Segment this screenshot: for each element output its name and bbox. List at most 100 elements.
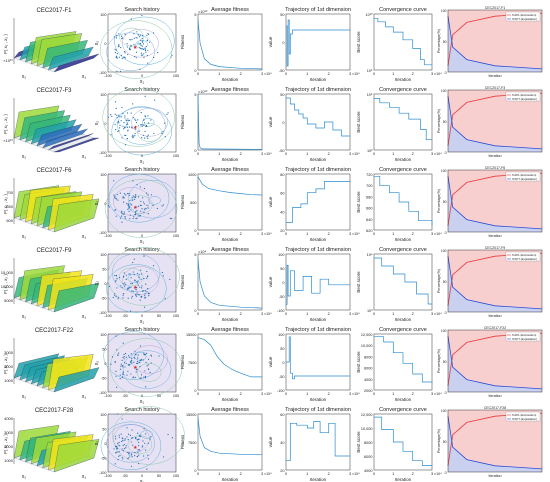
history-y-tick: 50 [102,268,106,272]
search-point [130,453,133,455]
traj-y-label: value [268,356,273,367]
history-y-label: x₂ [94,201,100,206]
traj-y-tick: -100 [277,389,285,393]
conv-x-tick: 3 [431,72,433,76]
search-point [123,51,126,53]
search-point [115,445,118,448]
conv-line [374,257,432,305]
search-point [115,107,117,110]
exploration-plot: CEC2017-F6 %XPL (Exploration)%XPT (Exploi… [437,166,543,238]
search-point [128,364,130,366]
traj-axes [285,93,351,151]
exploration-y-tick: 0 [445,471,447,475]
surface-strip [53,53,100,73]
search-point [146,204,148,206]
contour-line [148,196,161,205]
search-point [146,54,148,56]
exploration-title: CEC2017-F6 [485,166,505,170]
history-x-tick: -100 [104,74,112,78]
traj-title: Trajectory of 1st dimension [285,167,351,173]
search-point [124,127,126,129]
history-y-tick: 100 [100,13,106,17]
search-point [137,215,139,217]
best-position-marker: ★ [133,205,138,211]
search-point [140,44,142,46]
history-x-tick: -50 [122,474,128,478]
search-point [111,356,114,358]
history-x-tick: 0 [141,394,143,398]
z-axis-label: F( x₁ , x₂ ) [3,274,8,294]
surface-plot: CEC2017-F28 1000 2000 3000 4000 F( x₁ , x₂ ) x… [3,408,100,480]
search-point [136,292,138,294]
search-point [152,32,155,34]
search-point [145,283,147,285]
legend-label-exploitation: %XPT (Exploitation) [512,97,537,101]
search-point [144,377,147,379]
search-point [126,122,128,124]
search-point [122,125,124,127]
search-point [145,386,147,388]
search-point [130,209,132,211]
search-point [138,448,140,451]
exploration-fill [448,333,542,392]
search-point [124,52,126,54]
search-point [116,70,118,73]
search-point [136,217,138,219]
search-point [124,439,126,441]
history-y-tick: 0 [104,362,106,366]
history-x-label: x₁ [140,479,145,482]
traj-y-tick: 60 [280,413,284,417]
search-point [124,216,126,218]
conv-x-tick: 2 [412,72,414,76]
search-point [113,194,115,196]
search-point [122,112,124,115]
search-point [128,452,130,454]
history-x-label: x₁ [140,319,145,325]
traj-x-multiplier: ×10⁴ [352,72,360,76]
search-point [143,211,145,213]
fit-x-multiplier: ×10⁴ [264,72,272,76]
conv-x-tick: 2 [412,152,414,156]
search-point [134,451,136,454]
history-y-tick: 100 [100,413,106,417]
exploration-y-tick: 50 [443,200,447,204]
search-point [141,14,143,17]
search-point [114,281,117,283]
exploration-legend [505,11,541,22]
fit-x-tick: 1 [218,232,220,236]
surface-strip [48,46,94,71]
search-history-title: Search history [124,327,159,333]
conv-line [374,17,432,66]
contour-line [119,27,144,47]
fit-y-tick: 15000 [186,413,197,417]
exploration-axes [447,9,543,73]
search-point [127,297,129,299]
traj-x-label: Iteration [310,317,327,322]
traj-y-label: value [268,196,273,207]
history-x-tick: -100 [104,154,112,158]
search-point [126,126,129,128]
z-tick-label: 3000 [4,350,14,355]
search-point [134,198,136,201]
conv-x-multiplier: ×10⁴ [434,312,442,316]
search-point [117,130,119,133]
z-axis-label: F( x₁ , x₂ ) [3,434,8,454]
search-point [142,134,144,136]
history-y-tick: 0 [104,282,106,286]
z-axis-label: F( x₁ , x₂ ) [3,114,8,134]
fit-axes [197,93,263,151]
traj-x-tick: 0 [285,232,287,236]
search-point [114,51,116,54]
traj-x-label: Iteration [310,77,327,82]
conv-y-tick: 10,000 [361,427,373,431]
history-y-tick: -100 [99,71,107,75]
contour-line [122,266,159,295]
search-point [162,275,164,277]
history-x-tick: 50 [157,394,161,398]
search-point [130,286,132,288]
search-point [110,363,112,365]
search-point [131,135,133,137]
search-point [147,115,149,117]
exploration-axes [447,249,543,313]
